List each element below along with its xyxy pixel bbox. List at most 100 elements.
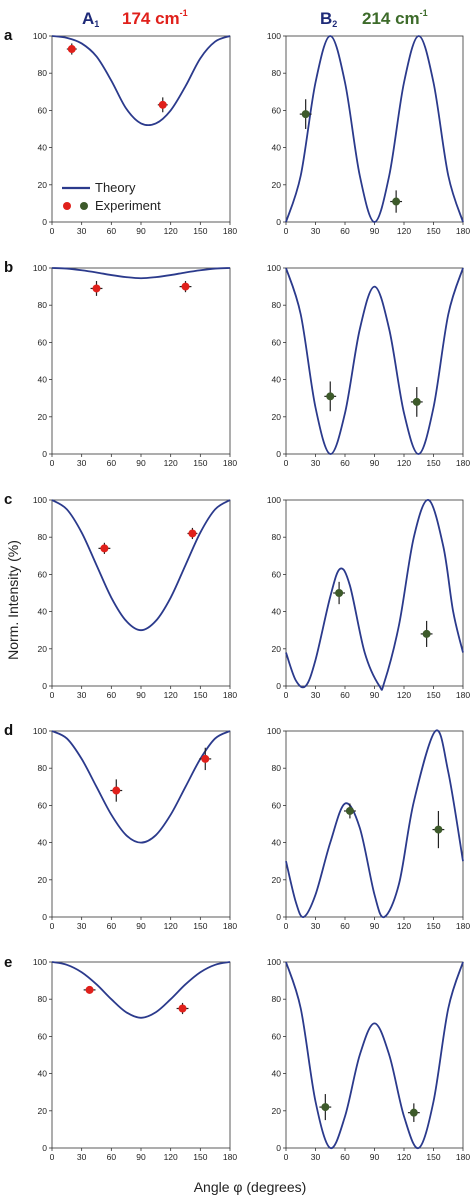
ytick-label-e-b2-20: 20 (272, 1106, 282, 1116)
ytick-label-b-a1-0: 0 (42, 449, 47, 459)
ytick-label-b-a1-40: 40 (38, 375, 48, 385)
xtick-label-d-a1-120: 120 (164, 921, 178, 931)
experiment-point-e-b2-1 (409, 1108, 418, 1117)
xtick-label-d-b2-90: 90 (370, 921, 380, 931)
ytick-label-a-b2-20: 20 (272, 180, 282, 190)
xtick-label-c-b2-180: 180 (456, 690, 470, 700)
ytick-label-c-a1-60: 60 (38, 569, 48, 579)
experiment-point-e-a1-1 (178, 1004, 187, 1013)
xtick-label-e-a1-150: 150 (193, 1152, 207, 1162)
xtick-label-c-a1-120: 120 (164, 690, 178, 700)
theory-curve-c-b2 (285, 499, 464, 691)
experiment-point-e-a1-0 (85, 985, 94, 994)
theory-curve-d-a1 (51, 730, 231, 844)
xtick-label-a-b2-120: 120 (397, 226, 411, 236)
xtick-label-e-a1-120: 120 (164, 1152, 178, 1162)
xtick-label-c-b2-60: 60 (340, 690, 350, 700)
ytick-label-c-b2-80: 80 (272, 532, 282, 542)
theory-curve-e-b2 (285, 961, 464, 1149)
xtick-label-d-a1-60: 60 (107, 921, 117, 931)
xtick-label-b-b2-60: 60 (340, 458, 350, 468)
ytick-label-c-a1-100: 100 (33, 495, 47, 505)
xtick-label-e-a1-180: 180 (223, 1152, 237, 1162)
plot-frame-b-a1 (51, 267, 231, 455)
panel-label-e: e (4, 954, 12, 971)
xtick-label-e-a1-90: 90 (136, 1152, 146, 1162)
xtick-label-a-a1-30: 30 (77, 226, 87, 236)
ytick-label-a-a1-40: 40 (38, 143, 48, 153)
experiment-point-a-a1-1 (158, 100, 167, 109)
experiment-point-a-a1-0 (67, 45, 76, 54)
xtick-label-b-b2-120: 120 (397, 458, 411, 468)
xtick-label-c-b2-30: 30 (311, 690, 321, 700)
ytick-label-b-b2-20: 20 (272, 412, 282, 422)
xtick-label-d-b2-60: 60 (340, 921, 350, 931)
ytick-label-e-b2-80: 80 (272, 994, 282, 1004)
ytick-label-d-a1-20: 20 (38, 875, 48, 885)
ytick-label-d-a1-0: 0 (42, 912, 47, 922)
legend-experiment-red-dot (63, 202, 71, 210)
ytick-label-d-b2-0: 0 (276, 912, 281, 922)
header-right-mode-sub: 2 (332, 19, 337, 29)
xtick-label-d-a1-0: 0 (50, 921, 55, 931)
xtick-label-d-a1-30: 30 (77, 921, 87, 931)
ytick-label-d-b2-100: 100 (267, 726, 281, 736)
xtick-label-e-a1-60: 60 (107, 1152, 117, 1162)
xtick-label-b-b2-90: 90 (370, 458, 380, 468)
xtick-label-c-a1-180: 180 (223, 690, 237, 700)
ytick-label-c-b2-40: 40 (272, 607, 282, 617)
experiment-point-b-b2-1 (412, 397, 421, 406)
ytick-label-b-b2-100: 100 (267, 263, 281, 273)
xtick-label-a-b2-30: 30 (311, 226, 321, 236)
header-left-freq-exp: -1 (180, 8, 188, 18)
experiment-point-c-a1-1 (188, 529, 197, 538)
ytick-label-a-b2-80: 80 (272, 68, 282, 78)
xtick-label-a-b2-60: 60 (340, 226, 350, 236)
plot-frame-c-b2 (285, 499, 464, 687)
theory-curve-c-a1 (51, 499, 231, 632)
xtick-label-c-a1-90: 90 (136, 690, 146, 700)
ytick-label-e-a1-60: 60 (38, 1031, 48, 1041)
ytick-label-b-b2-80: 80 (272, 300, 282, 310)
xtick-label-c-a1-30: 30 (77, 690, 87, 700)
xtick-label-e-a1-0: 0 (50, 1152, 55, 1162)
header-right-freq-exp: -1 (420, 8, 428, 18)
xtick-label-d-a1-180: 180 (223, 921, 237, 931)
panel-label-c: c (4, 491, 12, 508)
xtick-label-d-b2-150: 150 (426, 921, 440, 931)
xtick-label-b-b2-0: 0 (284, 458, 289, 468)
experiment-point-a-b2-0 (301, 110, 310, 119)
experiment-point-e-b2-0 (321, 1103, 330, 1112)
ytick-label-c-a1-0: 0 (42, 681, 47, 691)
ytick-label-c-b2-60: 60 (272, 569, 282, 579)
legend-experiment-green-dot (80, 202, 88, 210)
xtick-label-a-b2-0: 0 (284, 226, 289, 236)
panel-label-d: d (4, 722, 13, 739)
legend-experiment-label: Experiment (95, 198, 161, 213)
plot-frame-d-b2 (285, 730, 464, 918)
header-right-mode: B2 (320, 9, 337, 29)
xtick-label-a-a1-90: 90 (136, 226, 146, 236)
panel-label-b: b (4, 259, 13, 276)
ytick-label-d-a1-40: 40 (38, 838, 48, 848)
ytick-label-a-a1-20: 20 (38, 180, 48, 190)
ytick-label-c-b2-0: 0 (276, 681, 281, 691)
experiment-point-b-b2-0 (326, 392, 335, 401)
ytick-label-c-b2-20: 20 (272, 644, 282, 654)
ytick-label-b-b2-0: 0 (276, 449, 281, 459)
xtick-label-e-b2-90: 90 (370, 1152, 380, 1162)
xtick-label-a-a1-120: 120 (164, 226, 178, 236)
ytick-label-d-b2-40: 40 (272, 838, 282, 848)
xtick-label-a-b2-90: 90 (370, 226, 380, 236)
ytick-label-a-b2-40: 40 (272, 143, 282, 153)
ytick-label-c-a1-20: 20 (38, 644, 48, 654)
y-axis-label: Norm. Intensity (%) (5, 540, 21, 660)
experiment-point-d-b2-1 (434, 825, 443, 834)
plot-frame-b-b2 (285, 267, 464, 455)
xtick-label-e-b2-120: 120 (397, 1152, 411, 1162)
xtick-label-d-a1-150: 150 (193, 921, 207, 931)
ytick-label-d-b2-80: 80 (272, 763, 282, 773)
ytick-label-e-a1-100: 100 (33, 957, 47, 967)
theory-curve-a-b2 (285, 35, 464, 223)
